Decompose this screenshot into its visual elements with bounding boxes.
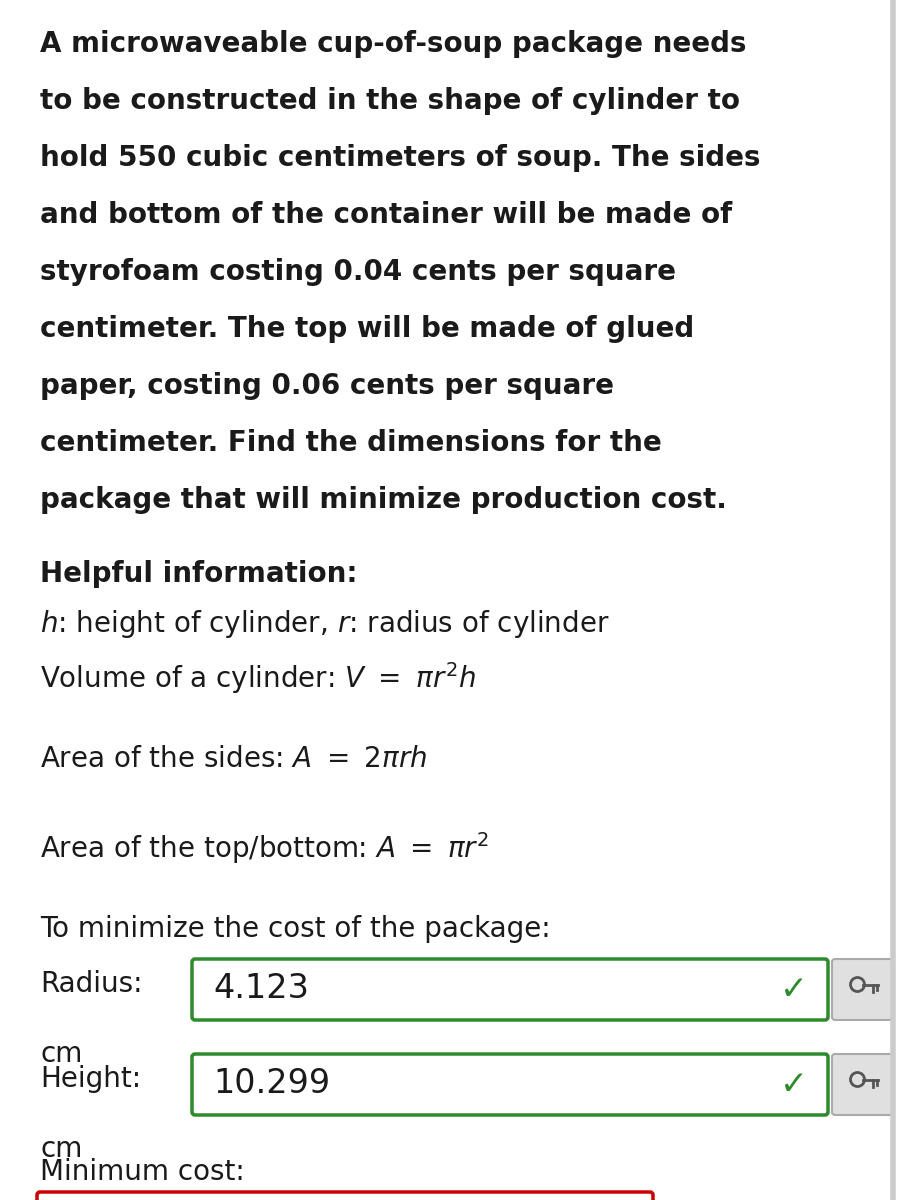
FancyBboxPatch shape xyxy=(832,1054,893,1115)
Text: centimeter. Find the dimensions for the: centimeter. Find the dimensions for the xyxy=(40,428,662,457)
Text: styrofoam costing 0.04 cents per square: styrofoam costing 0.04 cents per square xyxy=(40,258,676,286)
Text: package that will minimize production cost.: package that will minimize production co… xyxy=(40,486,727,514)
Text: Height:: Height: xyxy=(40,1066,141,1093)
Text: To minimize the cost of the package:: To minimize the cost of the package: xyxy=(40,914,550,943)
Text: cm: cm xyxy=(40,1135,82,1163)
Text: Volume of a cylinder: $V\ =\ \pi r^2 h$: Volume of a cylinder: $V\ =\ \pi r^2 h$ xyxy=(40,660,476,696)
Text: Area of the top/bottom: $A\ =\ \pi r^2$: Area of the top/bottom: $A\ =\ \pi r^2$ xyxy=(40,830,489,866)
Text: cm: cm xyxy=(40,1040,82,1068)
Text: centimeter. The top will be made of glued: centimeter. The top will be made of glue… xyxy=(40,314,695,343)
Text: Radius:: Radius: xyxy=(40,970,143,998)
Text: hold 550 cubic centimeters of soup. The sides: hold 550 cubic centimeters of soup. The … xyxy=(40,144,760,172)
Text: to be constructed in the shape of cylinder to: to be constructed in the shape of cylind… xyxy=(40,86,740,115)
Text: 4.123: 4.123 xyxy=(213,972,309,1006)
Text: $h$: height of cylinder, $r$: radius of cylinder: $h$: height of cylinder, $r$: radius of … xyxy=(40,608,610,640)
Text: 10.299: 10.299 xyxy=(213,1067,330,1100)
Text: Area of the sides: $A\ =\ 2\pi r h$: Area of the sides: $A\ =\ 2\pi r h$ xyxy=(40,745,427,773)
FancyBboxPatch shape xyxy=(192,1054,828,1115)
Text: ✓: ✓ xyxy=(780,1068,808,1102)
Text: Helpful information:: Helpful information: xyxy=(40,560,357,588)
Text: paper, costing 0.06 cents per square: paper, costing 0.06 cents per square xyxy=(40,372,614,400)
Text: Minimum cost:: Minimum cost: xyxy=(40,1158,245,1186)
FancyBboxPatch shape xyxy=(832,959,893,1020)
FancyBboxPatch shape xyxy=(192,959,828,1020)
Text: and bottom of the container will be made of: and bottom of the container will be made… xyxy=(40,200,732,229)
FancyBboxPatch shape xyxy=(37,1192,653,1200)
Text: ✓: ✓ xyxy=(780,973,808,1006)
Text: A microwaveable cup-of-soup package needs: A microwaveable cup-of-soup package need… xyxy=(40,30,747,58)
